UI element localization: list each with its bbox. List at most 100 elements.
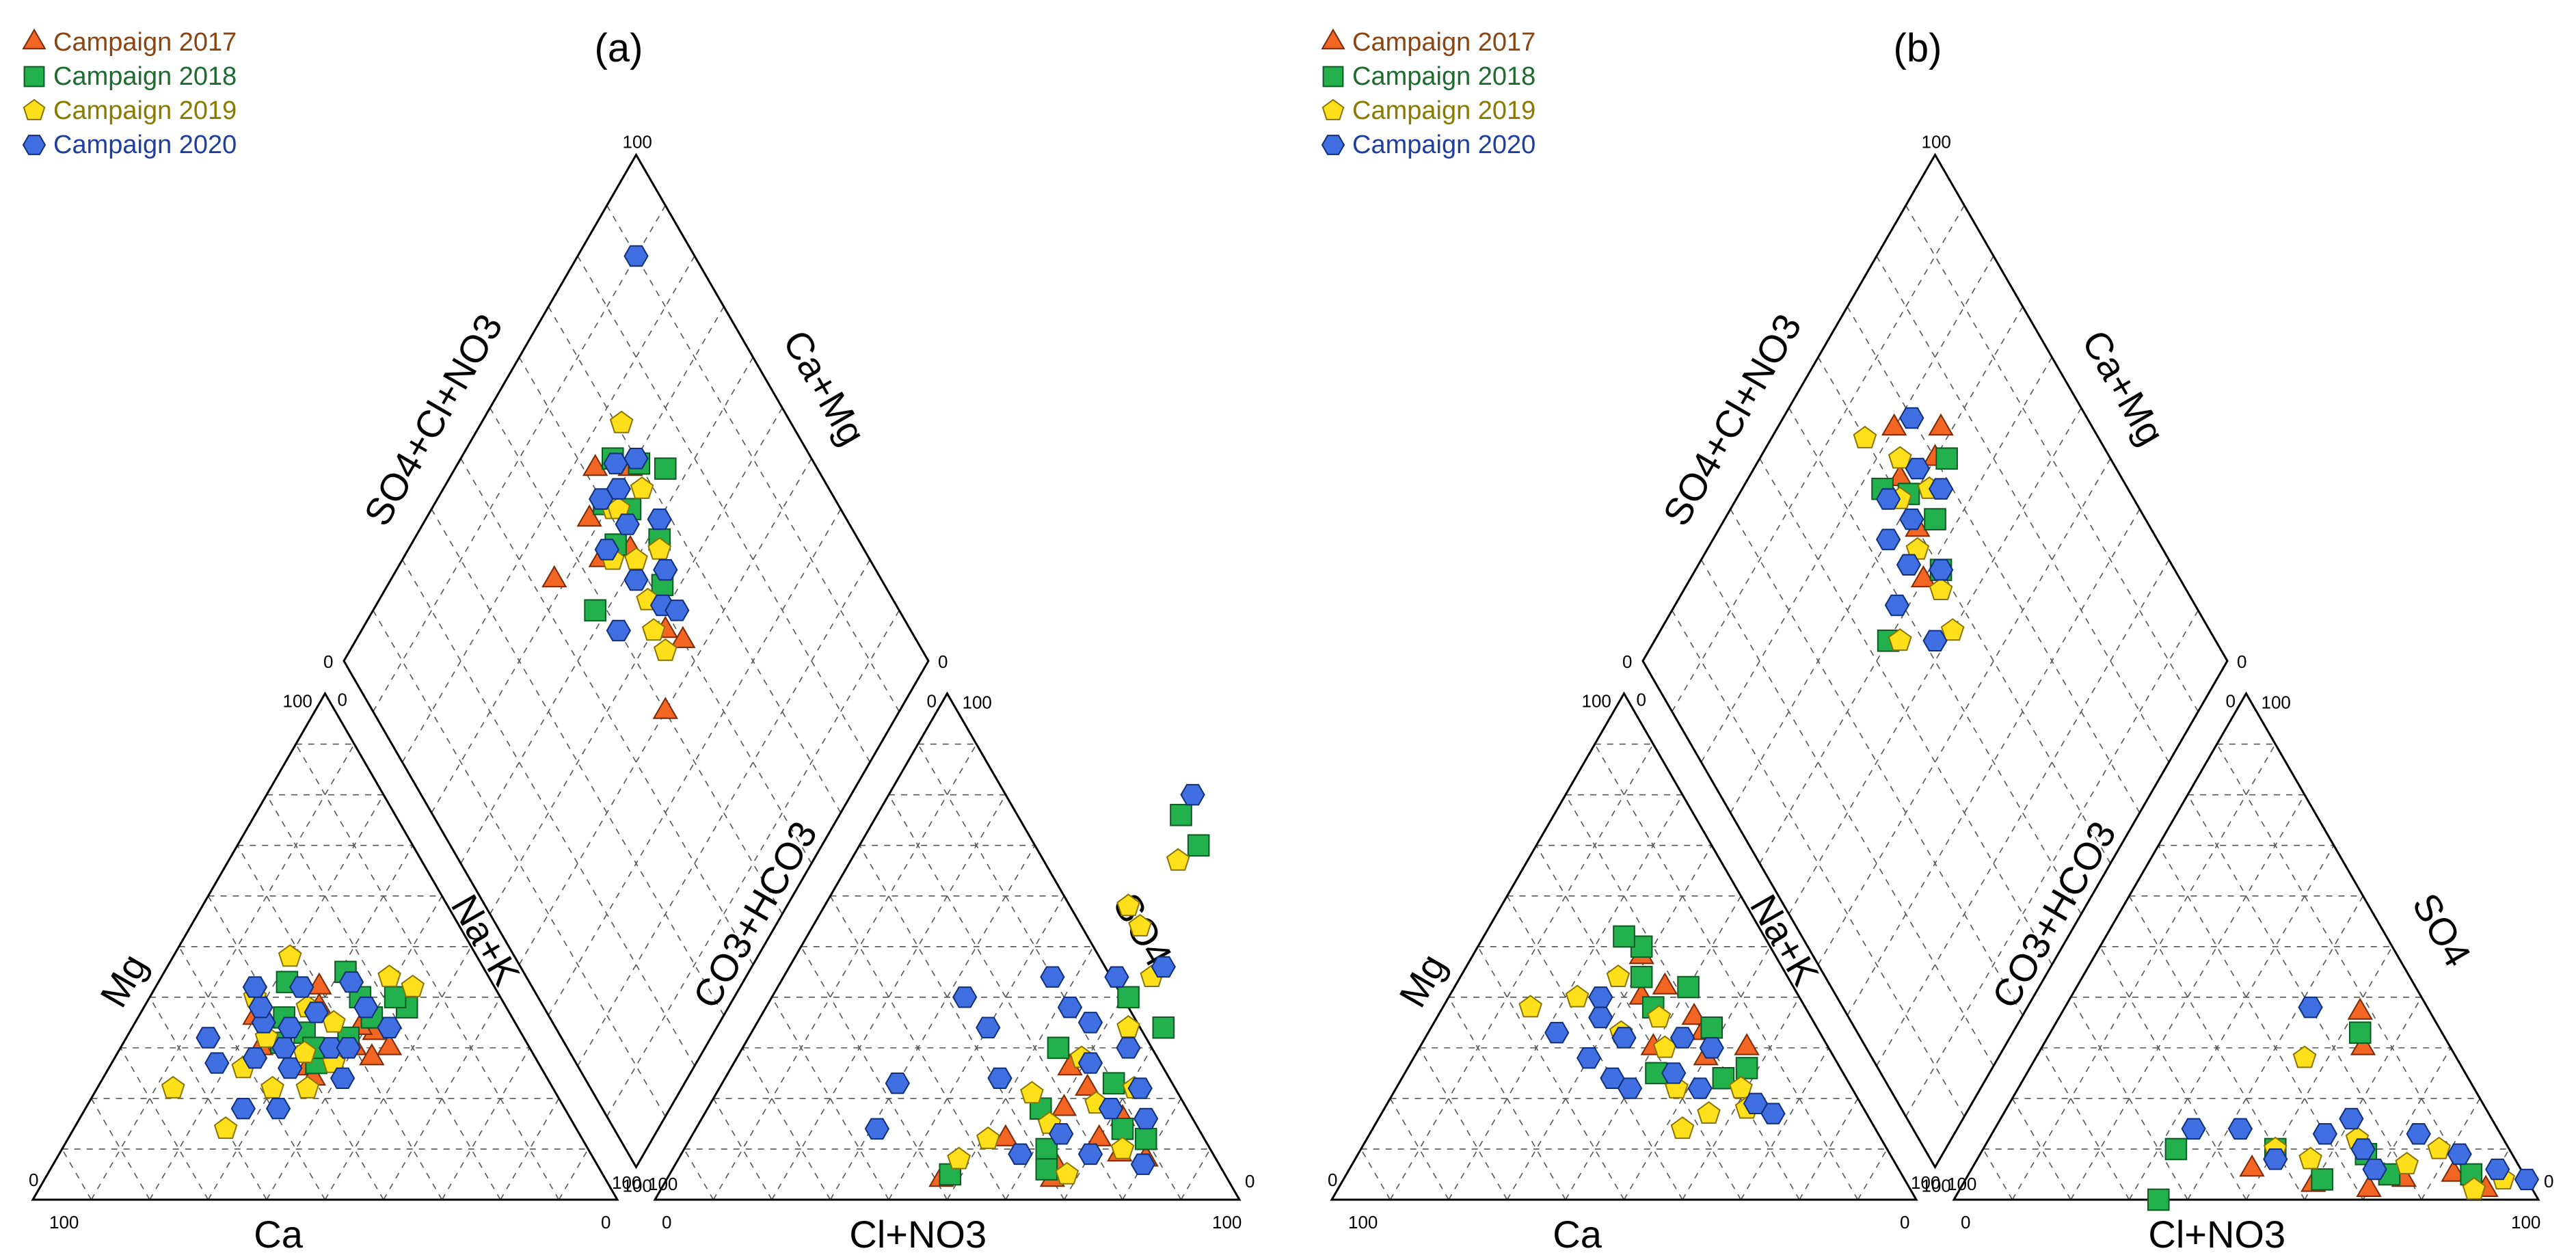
axis-label-nak: Na+K [1742,887,1827,993]
data-point [1630,965,1653,988]
data-point [2181,1118,2206,1140]
axis-label-nak: Na+K [443,887,528,993]
cation-triangle [31,691,619,1201]
diamond-points [541,245,696,719]
data-point [1035,1158,1058,1181]
tick-label: 100 [648,1174,677,1194]
axis-label-clno3: Cl+NO3 [849,1213,987,1253]
data-point [318,1037,344,1059]
data-point [976,1126,1000,1149]
grid-line [771,997,889,1200]
tick-label: 100 [623,1175,652,1196]
grid-line [295,744,560,1200]
data-point [1700,1016,1723,1039]
data-point [1116,1014,1140,1038]
data-point [384,986,407,1009]
data-point [987,1067,1012,1089]
data-point [993,1124,1019,1146]
legend-entry: Campaign 2017 [22,28,237,57]
data-point [623,448,649,470]
data-point [204,1052,230,1074]
data-point [606,619,631,642]
data-point [1899,407,1924,429]
data-point [213,1116,238,1140]
grid-line [859,845,1065,1200]
triangle-frame [653,691,1242,1201]
grid-line [383,997,501,1200]
data-point [1588,986,1613,1008]
data-point [1875,528,1901,550]
data-point [1922,630,1948,651]
central-diamond [1641,152,2229,1170]
data-point [976,1016,1001,1038]
data-point [1151,956,1176,978]
data-point [330,1067,355,1089]
data-point [1098,1098,1124,1120]
data-point [541,565,567,588]
data-point [1940,618,1965,641]
data-point [196,1027,221,1049]
panel-title: (b) [1894,26,1942,70]
tick-label: 0 [1622,651,1632,672]
legend-label: Campaign 2018 [1352,62,1535,91]
data-point [1133,1107,1159,1130]
square-marker-icon [1322,66,1344,87]
data-point [1077,1052,1103,1074]
tick-label: 100 [1922,1175,1951,1196]
grid-line [1477,946,1625,1200]
grid-line [2128,895,2305,1200]
data-point [1086,1124,1112,1146]
grid-line [888,895,1065,1200]
diamond-points [1853,407,1965,652]
data-point [1888,628,1912,651]
data-point [1116,893,1140,917]
tick-label: 100 [1212,1212,1242,1232]
data-point [377,1016,402,1038]
legend-entry: Campaign 2018 [23,62,237,91]
panel-title: (a) [595,26,643,70]
legend-label: Campaign 2019 [53,96,237,125]
data-point [2263,1148,2288,1170]
legend-label: Campaign 2018 [53,62,237,91]
data-point [2350,1033,2376,1055]
data-point [1040,966,1065,988]
data-point [1102,1072,1125,1094]
data-point [1617,1077,1643,1099]
tick-label: 100 [2511,1212,2540,1232]
cation-points [1518,925,1786,1140]
data-point [947,1146,971,1170]
grid-line [1063,1047,1153,1200]
data-point [603,453,628,474]
data-point [2427,1136,2451,1159]
data-point [1588,1006,1613,1029]
grid-line [1180,1148,1211,1200]
data-point [1734,1033,1760,1055]
triangle-frame [1330,691,1918,1201]
data-point [2350,1138,2376,1160]
square-marker-icon [23,66,45,87]
data-point [2441,1159,2467,1182]
anion-triangle [1952,691,2540,1201]
data-point [304,1001,329,1023]
data-point [2485,1158,2510,1181]
axis-label-so4clno3: SO4+Cl+NO3 [355,307,511,533]
data-point [401,974,425,997]
tick-label: 0 [338,690,347,710]
data-point [1055,1161,1079,1185]
data-point [278,1016,303,1038]
data-point [1884,594,1910,617]
grid-line [90,744,355,1200]
data-point [2348,1021,2372,1044]
data-point [1180,783,1205,806]
legend-entry: Campaign 2020 [1321,131,1535,159]
hexagon-marker-icon [22,135,46,155]
legend-label: Campaign 2017 [1352,28,1535,57]
data-point [1111,1118,1134,1140]
tick-label: 0 [323,651,333,672]
data-point [1577,1047,1602,1069]
grid-line [684,1148,714,1200]
data-point [2298,996,2323,1019]
data-point [654,457,677,480]
data-point [952,986,978,1008]
